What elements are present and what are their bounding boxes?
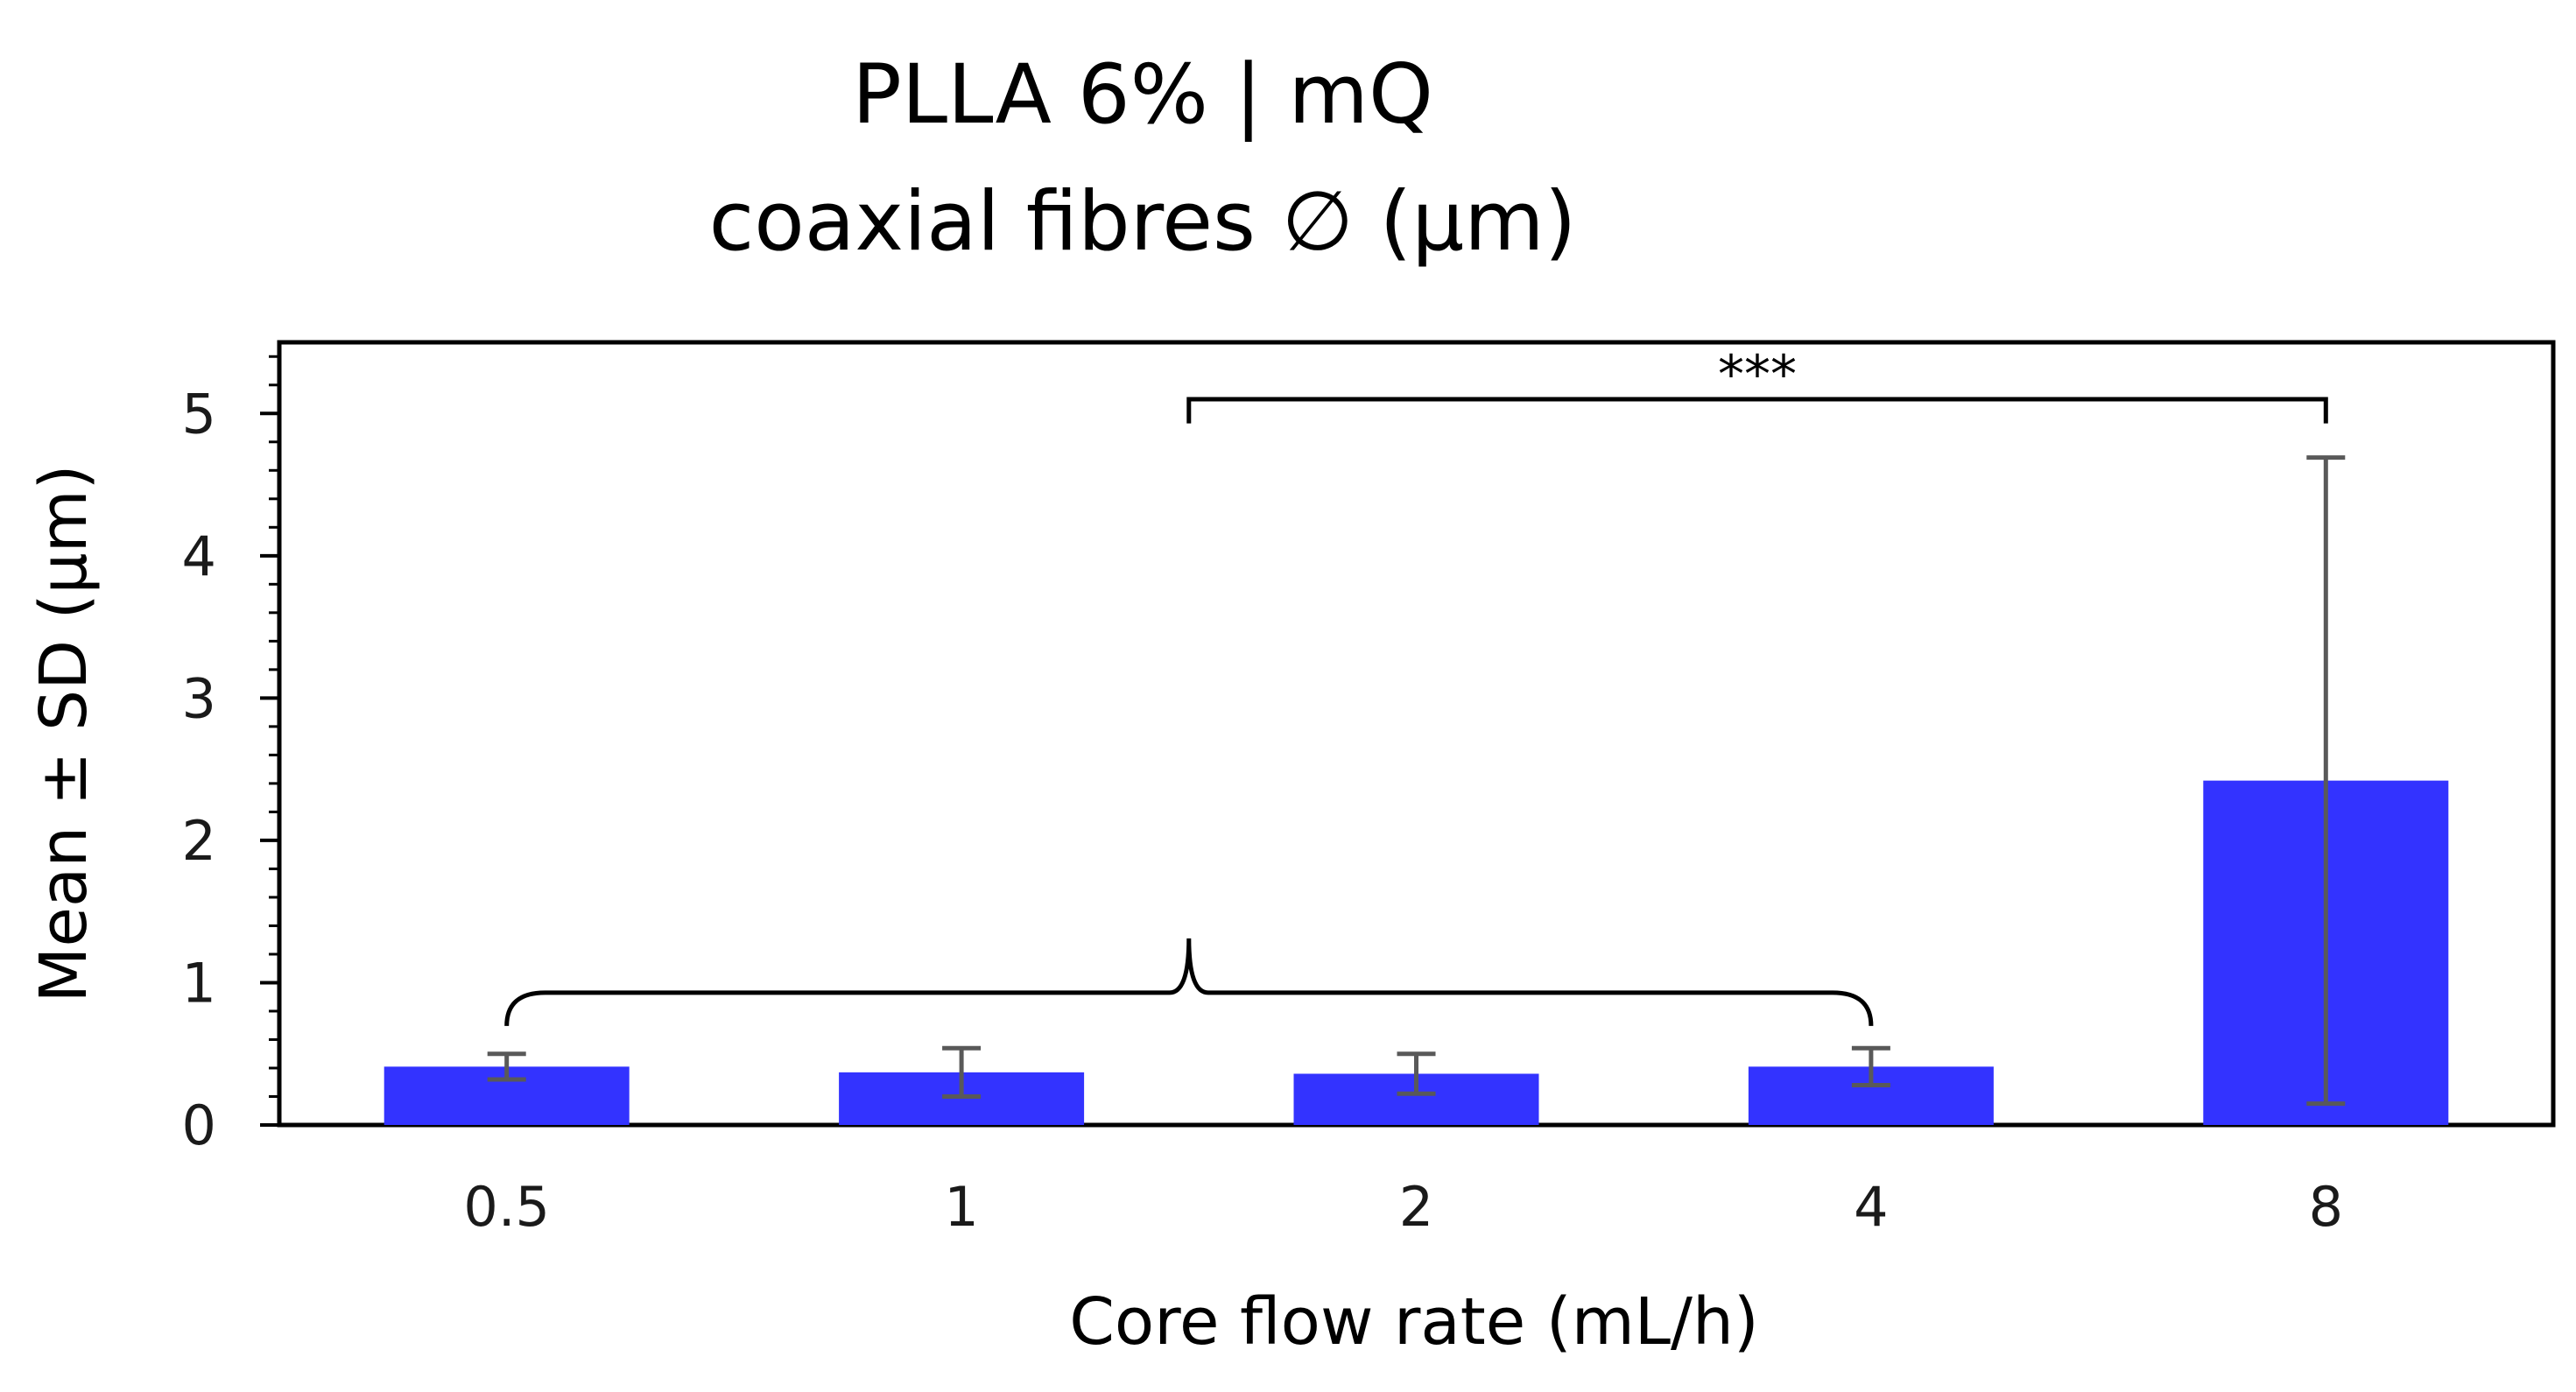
error-bars xyxy=(487,455,2346,1107)
y-tick-label: 3 xyxy=(182,666,216,730)
y-tick-label: 5 xyxy=(182,382,216,446)
significance-bracket xyxy=(1186,397,2328,424)
x-tick-label: 0.5 xyxy=(463,1175,550,1239)
x-axis-title: Core flow rate (mL/h) xyxy=(1069,1284,1758,1360)
y-tick-label: 0 xyxy=(182,1093,216,1157)
x-axis: 0.5 1 2 4 8 xyxy=(463,1175,2343,1239)
x-tick-label: 1 xyxy=(944,1175,978,1239)
chart-title-line-2: coaxial fibres ∅ (μm) xyxy=(709,174,1577,270)
x-tick-label: 2 xyxy=(1399,1175,1433,1239)
x-tick-label: 8 xyxy=(2309,1175,2343,1239)
y-tick-label: 4 xyxy=(182,524,216,588)
y-tick-label: 1 xyxy=(182,951,216,1015)
significance-annotations: *** xyxy=(504,344,2328,1026)
y-tick-label: 2 xyxy=(182,809,216,873)
bar-series xyxy=(384,780,2449,1125)
significance-label: *** xyxy=(1718,344,1797,405)
chart-title-line-1: PLLA 6% | mQ xyxy=(852,47,1433,143)
y-axis: 0 1 2 3 4 5 xyxy=(182,355,279,1157)
group-brace xyxy=(504,938,1874,1026)
x-tick-label: 4 xyxy=(1854,1175,1888,1239)
y-axis-title: Mean ± SD (μm) xyxy=(26,464,102,1002)
